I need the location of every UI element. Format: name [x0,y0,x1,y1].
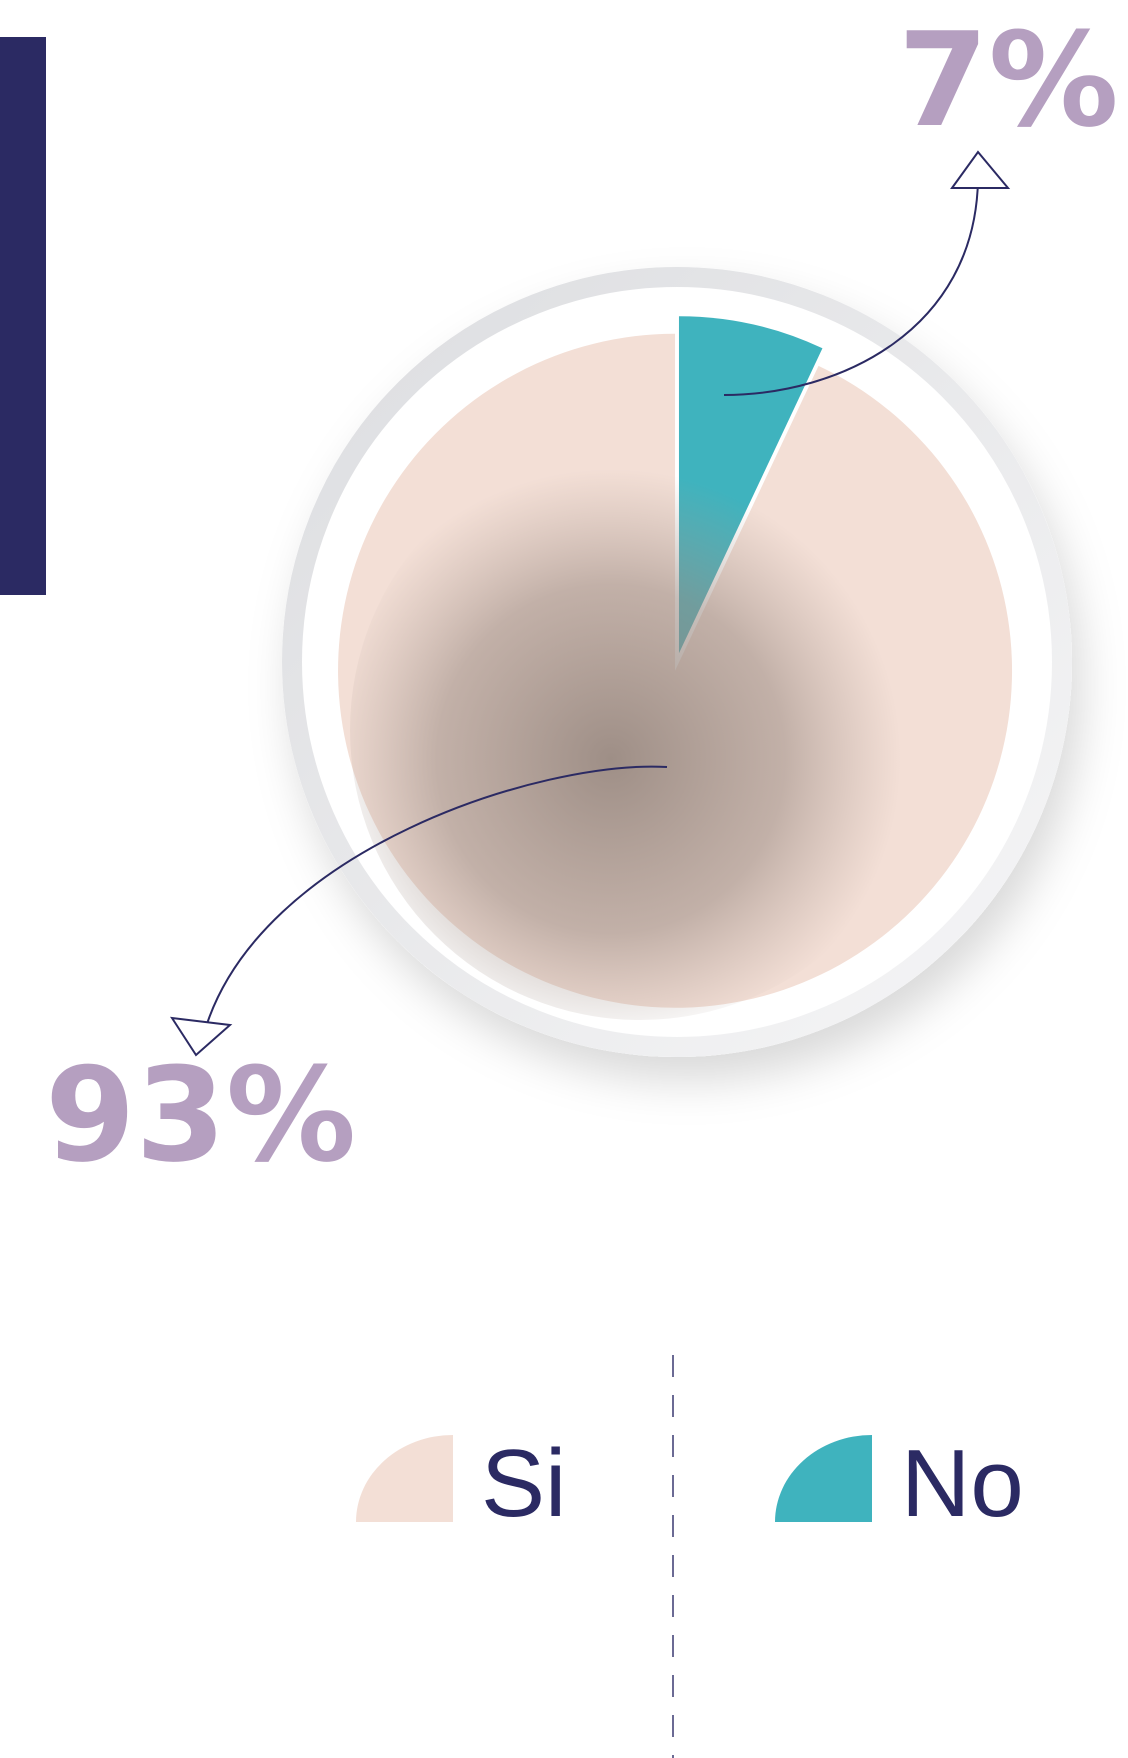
arrow-no [723,179,979,396]
value-label: 93% [45,1039,356,1191]
ring [282,267,1072,1057]
arrowhead-si [169,1016,233,1057]
legend-swatch [356,1435,453,1522]
legend: Si No [356,1430,1024,1537]
arrowhead-no [950,150,1011,189]
value-label: 7% [898,4,1119,156]
arrow-si [204,765,668,1031]
legend-label: Si [481,1430,566,1537]
side-bar [0,37,46,595]
legend-swatch [775,1435,872,1522]
legend-label: No [901,1430,1024,1537]
